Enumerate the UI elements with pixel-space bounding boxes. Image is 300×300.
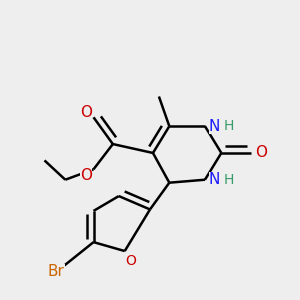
- Text: O: O: [80, 168, 92, 183]
- Text: O: O: [256, 146, 268, 160]
- Text: Br: Br: [48, 264, 65, 279]
- Text: H: H: [224, 119, 234, 133]
- Text: O: O: [125, 254, 136, 268]
- Text: N: N: [208, 119, 220, 134]
- Text: O: O: [80, 105, 92, 120]
- Text: N: N: [208, 172, 220, 187]
- Text: H: H: [224, 173, 234, 187]
